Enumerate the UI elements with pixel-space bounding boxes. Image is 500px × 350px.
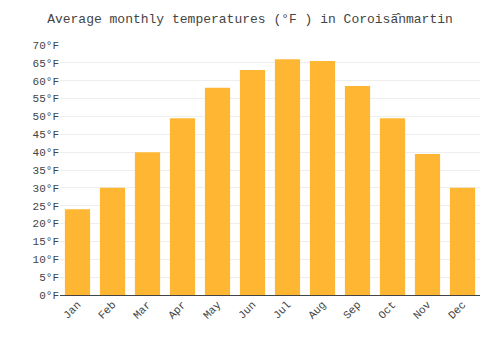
svg-text:40°F: 40°F: [33, 147, 59, 159]
svg-text:Feb: Feb: [96, 299, 118, 321]
svg-text:45°F: 45°F: [33, 129, 59, 141]
svg-text:Oct: Oct: [376, 299, 398, 321]
svg-text:15°F: 15°F: [33, 236, 59, 248]
svg-text:30°F: 30°F: [33, 183, 59, 195]
svg-text:0°F: 0°F: [39, 290, 59, 302]
svg-text:20°F: 20°F: [33, 218, 59, 230]
svg-text:70°F: 70°F: [33, 40, 59, 52]
svg-text:Nov: Nov: [411, 299, 434, 322]
svg-text:35°F: 35°F: [33, 165, 59, 177]
svg-text:May: May: [201, 299, 224, 322]
svg-text:Mar: Mar: [131, 299, 153, 321]
svg-text:Average monthly temperatures (: Average monthly temperatures (°F ) in Co…: [47, 12, 453, 27]
svg-text:5°F: 5°F: [39, 272, 59, 284]
svg-text:65°F: 65°F: [33, 58, 59, 70]
svg-text:Sep: Sep: [341, 299, 363, 321]
svg-text:Jul: Jul: [271, 299, 293, 321]
svg-text:10°F: 10°F: [33, 254, 59, 266]
svg-text:60°F: 60°F: [33, 76, 59, 88]
svg-text:Jan: Jan: [61, 299, 83, 321]
svg-text:Apr: Apr: [166, 299, 188, 321]
svg-text:55°F: 55°F: [33, 93, 59, 105]
svg-text:25°F: 25°F: [33, 201, 59, 213]
svg-text:50°F: 50°F: [33, 111, 59, 123]
svg-text:Dec: Dec: [446, 299, 468, 321]
svg-text:Jun: Jun: [236, 299, 258, 321]
svg-text:Aug: Aug: [306, 299, 328, 321]
